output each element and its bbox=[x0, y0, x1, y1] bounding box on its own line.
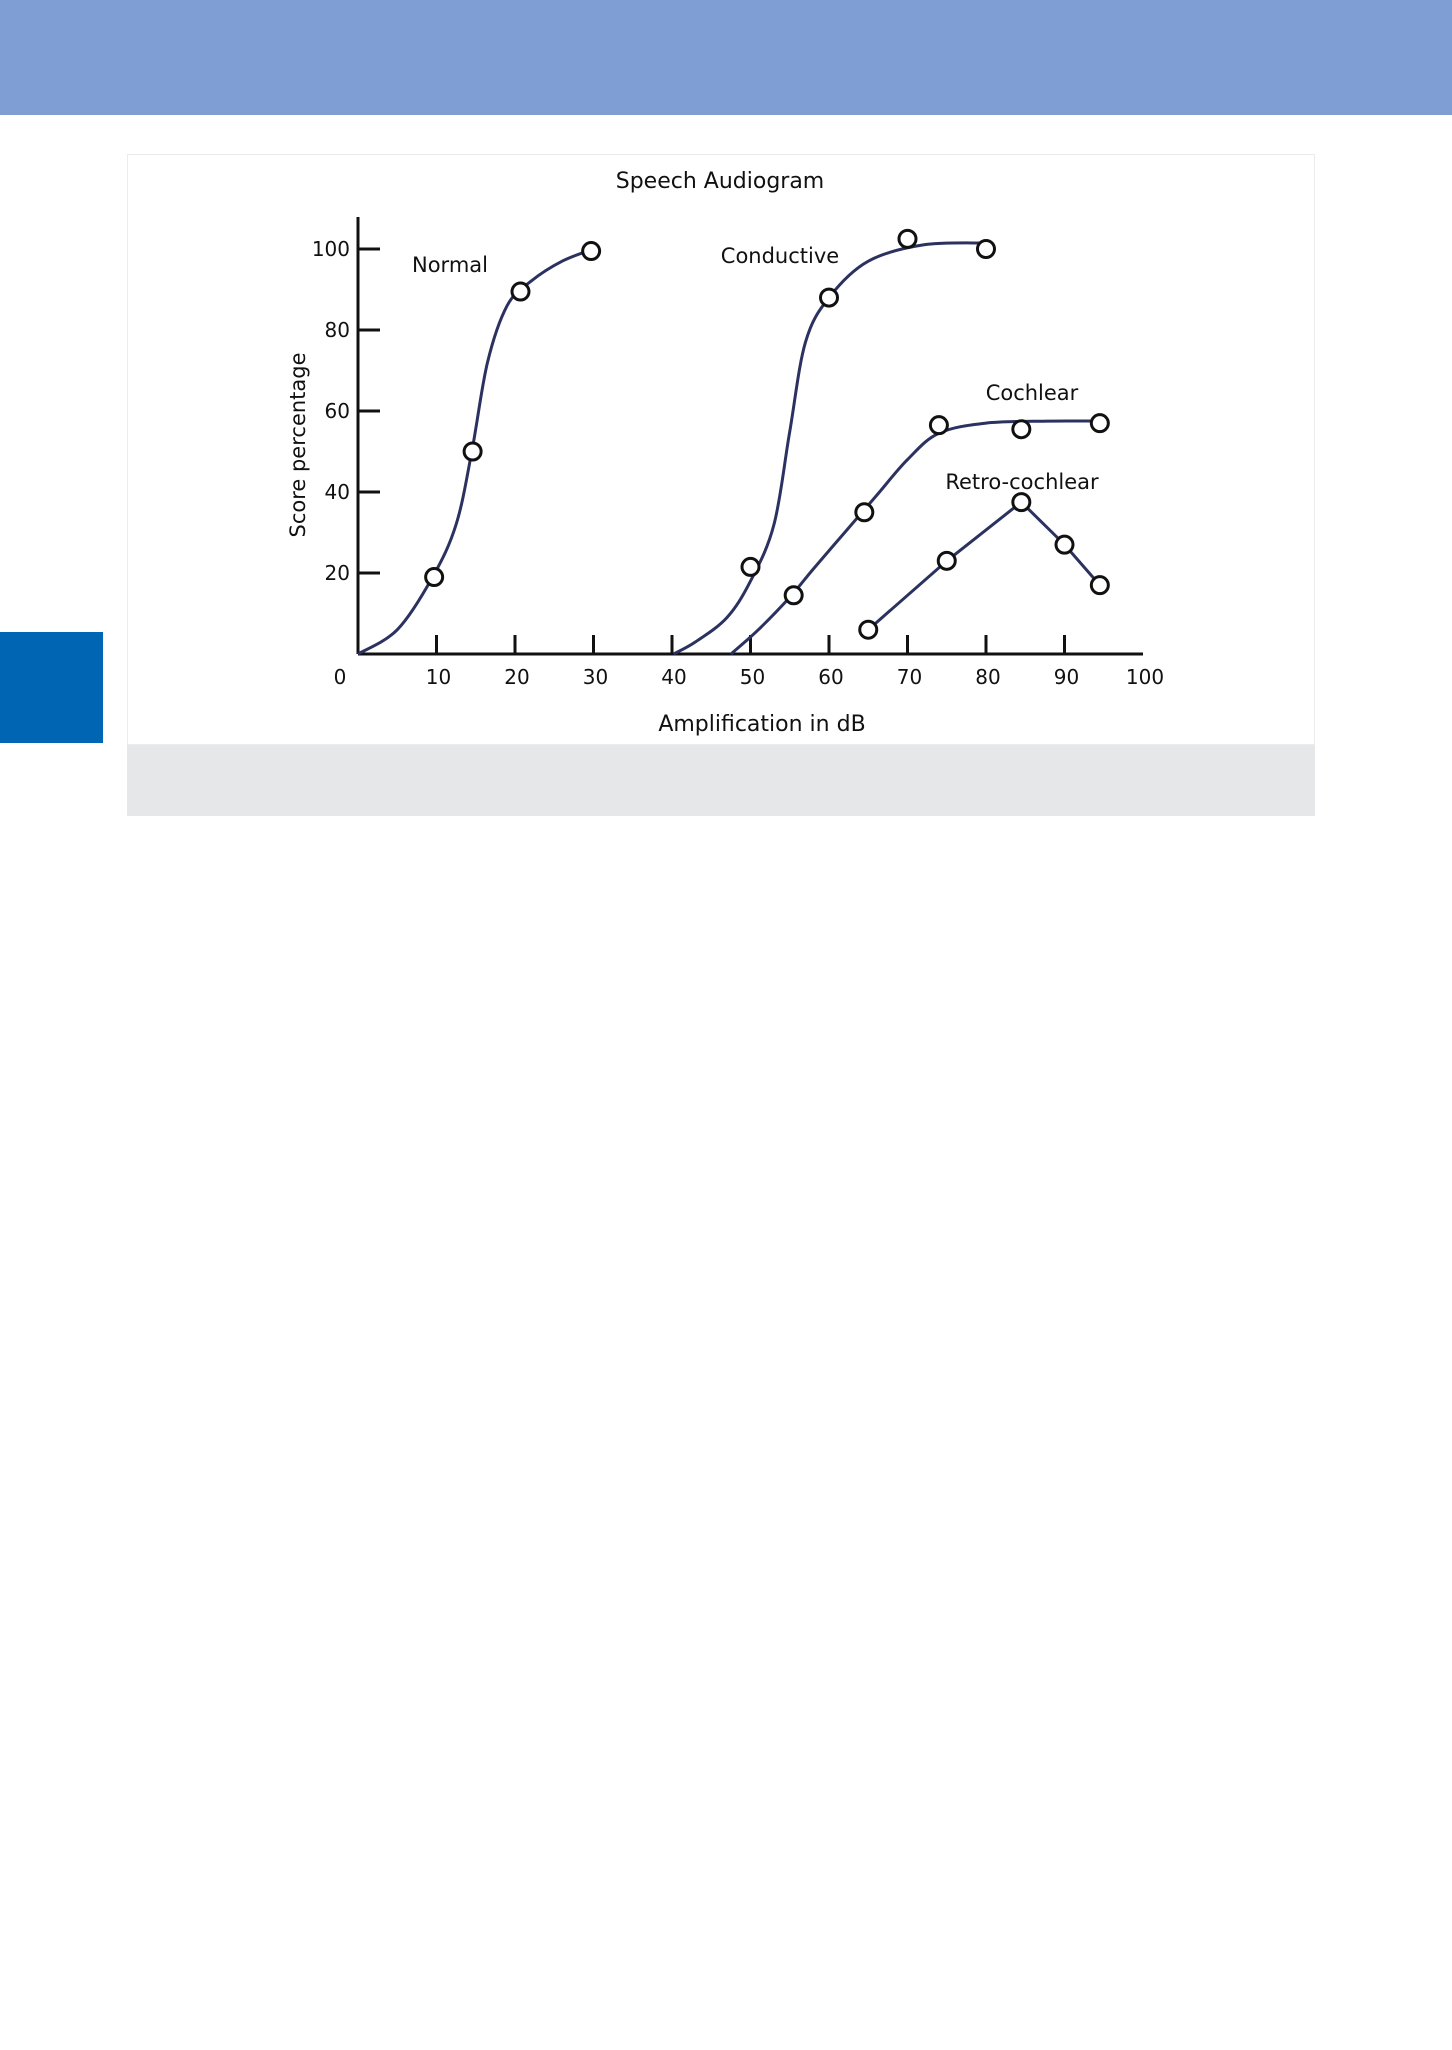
series-curves bbox=[357, 241, 1101, 656]
curve-normal bbox=[357, 247, 595, 656]
chart-title: Speech Audiogram bbox=[616, 169, 824, 194]
curve-cochlear bbox=[729, 419, 1096, 656]
side-tab bbox=[0, 632, 103, 743]
data-point-cochlear bbox=[854, 502, 875, 523]
caption-strip bbox=[127, 745, 1315, 816]
x-tick-label: 80 bbox=[975, 665, 1000, 689]
x-tick-label: 70 bbox=[897, 665, 922, 689]
origin-label: 0 bbox=[334, 665, 347, 689]
speech-audiogram-chart: Speech Audiogram Amplification in dB Sco… bbox=[286, 169, 1164, 737]
data-point-conductive bbox=[740, 556, 761, 577]
data-point-conductive bbox=[897, 228, 918, 249]
data-point-cochlear bbox=[783, 585, 804, 606]
x-tick-label: 10 bbox=[426, 665, 451, 689]
x-tick-label: 50 bbox=[740, 665, 765, 689]
curve-conductive bbox=[672, 241, 987, 656]
data-point-normal bbox=[510, 281, 531, 302]
data-point-retro-cochlear bbox=[1054, 534, 1075, 555]
data-point-normal bbox=[424, 567, 445, 588]
y-tick-label: 100 bbox=[312, 237, 350, 261]
series-label-cochlear: Cochlear bbox=[986, 381, 1079, 405]
data-point-cochlear bbox=[1011, 419, 1032, 440]
series-label-retro-cochlear: Retro-cochlear bbox=[945, 470, 1099, 494]
data-point-normal bbox=[462, 441, 483, 462]
y-tick-label: 20 bbox=[325, 561, 350, 585]
x-tick-label: 60 bbox=[818, 665, 843, 689]
x-tick-label: 30 bbox=[583, 665, 608, 689]
y-tick-label: 40 bbox=[325, 480, 350, 504]
axis-ticks: 10 20 30 40 50 60 70 80 90 100 20 40 60 80 100 bbox=[312, 237, 1164, 689]
y-tick-label: 80 bbox=[325, 318, 350, 342]
top-banner bbox=[0, 0, 1452, 115]
x-axis-label: Amplification in dB bbox=[658, 712, 865, 737]
data-point-normal bbox=[581, 241, 602, 262]
curve-retro-cochlear bbox=[867, 500, 1101, 631]
data-point-retro-cochlear bbox=[858, 619, 879, 640]
y-axis-label: Score percentage bbox=[286, 352, 310, 537]
series-label-conductive: Conductive bbox=[721, 244, 839, 268]
data-point-retro-cochlear bbox=[1089, 575, 1110, 596]
x-tick-label: 20 bbox=[504, 665, 529, 689]
x-tick-label: 40 bbox=[661, 665, 686, 689]
x-tick-label: 90 bbox=[1054, 665, 1079, 689]
series-labels: Normal Conductive Cochlear Retro-cochlear bbox=[412, 244, 1099, 494]
data-point-conductive bbox=[976, 239, 996, 259]
data-point-conductive bbox=[819, 287, 839, 308]
series-label-normal: Normal bbox=[412, 253, 488, 277]
data-point-retro-cochlear bbox=[1011, 492, 1032, 513]
data-point-cochlear bbox=[928, 415, 949, 436]
y-tick-label: 60 bbox=[325, 399, 350, 423]
data-point-cochlear bbox=[1089, 413, 1110, 434]
figure-box bbox=[127, 154, 1315, 745]
series-points bbox=[424, 228, 1110, 640]
x-tick-label: 100 bbox=[1126, 665, 1164, 689]
data-point-retro-cochlear bbox=[936, 550, 957, 571]
